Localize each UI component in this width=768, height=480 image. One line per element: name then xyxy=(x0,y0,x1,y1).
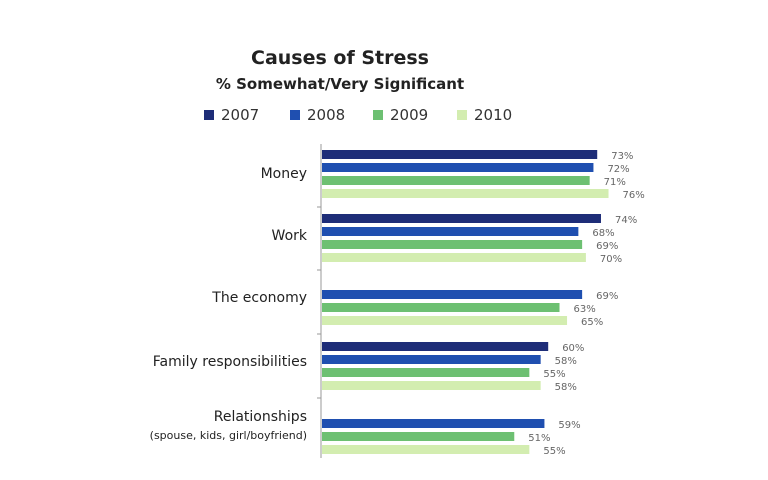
bars: 73%72%71%76%74%68%69%70%69%63%65%60%58%5… xyxy=(322,150,645,457)
category-label: Money xyxy=(261,166,307,182)
data-label: 65% xyxy=(581,317,603,328)
data-label: 55% xyxy=(543,369,565,380)
bar-2009 xyxy=(322,240,583,249)
legend-label-2009: 2009 xyxy=(390,106,428,124)
data-label: 70% xyxy=(600,254,622,265)
data-label: 59% xyxy=(558,420,580,431)
category-label: The economy xyxy=(211,290,307,306)
bar-2007 xyxy=(322,150,598,159)
data-label: 58% xyxy=(555,356,577,367)
bar-2010 xyxy=(322,316,568,325)
legend-swatch-2009 xyxy=(373,110,383,120)
legend: 2007 2008 2009 2010 xyxy=(204,106,512,124)
category-labels: Money Work The economy Family responsibilit… xyxy=(150,166,308,442)
data-label: 60% xyxy=(562,343,584,354)
category-label: Work xyxy=(272,228,308,244)
bar-2010 xyxy=(322,381,541,390)
bar-2010 xyxy=(322,253,586,262)
bar-2007 xyxy=(322,342,549,351)
bar-2009 xyxy=(322,176,590,185)
data-label: 72% xyxy=(607,164,629,175)
data-label: 69% xyxy=(596,291,618,302)
data-label: 63% xyxy=(574,304,596,315)
data-label: 68% xyxy=(592,228,614,239)
data-label: 74% xyxy=(615,215,637,226)
legend-swatch-2010 xyxy=(457,110,467,120)
bar-2008 xyxy=(322,290,583,299)
category-label: Family responsibilities xyxy=(153,354,307,370)
legend-swatch-2008 xyxy=(290,110,300,120)
data-label: 58% xyxy=(555,382,577,393)
bar-2008 xyxy=(322,419,545,428)
y-axis xyxy=(317,144,322,458)
bar-2008 xyxy=(322,227,579,236)
data-label: 51% xyxy=(528,433,550,444)
data-label: 69% xyxy=(596,241,618,252)
bar-2008 xyxy=(322,163,594,172)
legend-label-2007: 2007 xyxy=(221,106,259,124)
legend-label-2010: 2010 xyxy=(474,106,512,124)
bar-2010 xyxy=(322,189,609,198)
bar-2009 xyxy=(322,432,515,441)
bar-2007 xyxy=(322,214,601,223)
category-sublabel: (spouse, kids, girl/boyfriend) xyxy=(150,429,307,442)
bar-2009 xyxy=(322,368,530,377)
data-label: 73% xyxy=(611,151,633,162)
data-label: 76% xyxy=(623,190,645,201)
legend-label-2008: 2008 xyxy=(307,106,345,124)
bar-2010 xyxy=(322,445,530,454)
bar-2009 xyxy=(322,303,560,312)
category-label: Relationships xyxy=(214,409,307,425)
chart-subtitle: % Somewhat/Very Significant xyxy=(216,75,464,93)
chart-title: Causes of Stress xyxy=(251,47,429,69)
data-label: 55% xyxy=(543,446,565,457)
data-label: 71% xyxy=(604,177,626,188)
bar-2008 xyxy=(322,355,541,364)
legend-swatch-2007 xyxy=(204,110,214,120)
